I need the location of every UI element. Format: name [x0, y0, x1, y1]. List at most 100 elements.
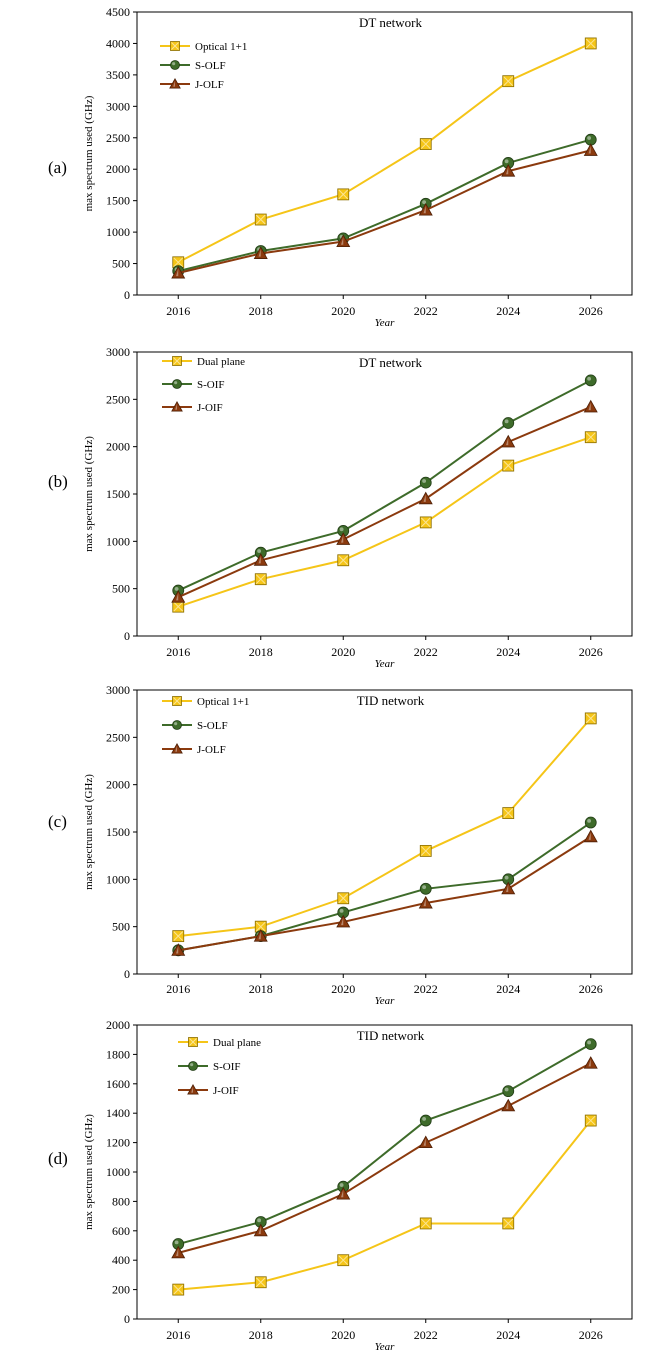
y-axis-label: max spectrum used (GHz)	[83, 436, 95, 552]
y-tick-label: 1600	[106, 1077, 130, 1091]
y-tick-label: 400	[112, 1253, 130, 1267]
marker-highlight	[587, 1040, 592, 1045]
y-tick-label: 600	[112, 1224, 130, 1238]
marker-highlight	[503, 460, 514, 471]
legend-entry: J-OIF	[178, 1084, 239, 1097]
marker-highlight	[338, 189, 349, 200]
chart-panel-a: (a) 0 500 1000 1500 2000 2500 3000 3500 4000 4500…	[0, 0, 663, 338]
y-axis-label: max spectrum used (GHz)	[83, 774, 95, 890]
series-line	[177, 1062, 592, 1254]
x-tick-label: 2024	[496, 645, 520, 659]
data-point	[419, 882, 432, 895]
y-tick-label: 4000	[106, 36, 130, 50]
marker-highlight	[423, 205, 426, 214]
series-line	[177, 1043, 592, 1245]
marker-highlight	[174, 586, 179, 591]
legend-label: Optical 1+1	[197, 696, 249, 708]
series-dual-plane	[172, 1114, 597, 1296]
marker-highlight	[585, 1115, 596, 1126]
legend-entry: S-OIF	[178, 1061, 241, 1073]
x-tick-label: 2026	[579, 1328, 603, 1342]
series-s-oif	[172, 1038, 597, 1250]
chart-title: DT network	[359, 15, 422, 30]
marker-highlight	[503, 808, 514, 818]
x-tick-label: 2018	[249, 304, 273, 318]
marker-highlight	[585, 38, 596, 49]
x-tick-label: 2022	[414, 982, 438, 996]
legend-label: S-OLF	[195, 60, 226, 72]
marker-highlight	[503, 1218, 514, 1229]
legend-entry: J-OLF	[162, 743, 226, 756]
y-tick-label: 200	[112, 1283, 130, 1297]
series-optical-1-1	[172, 37, 597, 269]
marker-highlight	[504, 875, 509, 880]
x-tick-label: 2016	[166, 645, 190, 659]
y-tick-label: 1500	[106, 825, 130, 839]
marker-highlight	[173, 601, 184, 612]
legend-entry: J-OLF	[160, 78, 224, 91]
marker-highlight	[504, 419, 509, 424]
x-tick-label: 2020	[331, 304, 355, 318]
panel-label: (a)	[48, 158, 67, 177]
legend-label: S-OIF	[213, 1061, 241, 1073]
marker-highlight	[587, 818, 592, 823]
legend-entry: S-OIF	[162, 379, 225, 391]
legend-label: S-OLF	[197, 720, 228, 732]
series-s-olf	[172, 816, 597, 957]
y-tick-label: 2000	[106, 440, 130, 454]
y-tick-label: 2000	[106, 778, 130, 792]
marker-highlight	[504, 159, 509, 164]
series-j-oif	[171, 399, 598, 603]
marker-highlight	[588, 146, 591, 154]
y-axis-label: max spectrum used (GHz)	[83, 1114, 95, 1230]
y-tick-label: 800	[112, 1194, 130, 1208]
data-point	[584, 1038, 597, 1051]
legend-entry: Optical 1+1	[162, 696, 249, 708]
series-s-oif	[172, 374, 597, 597]
x-tick-label: 2020	[331, 645, 355, 659]
data-point	[502, 1085, 515, 1098]
panel-label: (b)	[48, 472, 68, 491]
marker-highlight	[174, 1240, 179, 1245]
x-tick-label: 2022	[414, 645, 438, 659]
x-tick-label: 2018	[249, 645, 273, 659]
marker-highlight	[173, 257, 184, 268]
marker-highlight	[422, 200, 427, 205]
y-tick-label: 1000	[106, 872, 130, 886]
marker-highlight	[587, 136, 592, 140]
x-tick-label: 2022	[414, 304, 438, 318]
plot-frame	[136, 1024, 633, 1320]
y-tick-label: 2500	[106, 131, 130, 145]
marker-highlight	[173, 697, 181, 705]
data-point	[419, 1114, 432, 1127]
x-axis-label: Year	[375, 995, 395, 1007]
series-j-olf	[171, 143, 598, 279]
marker-highlight	[258, 555, 261, 564]
x-tick-label: 2026	[579, 982, 603, 996]
x-tick-label: 2016	[166, 304, 190, 318]
marker-highlight	[172, 62, 176, 66]
y-tick-label: 500	[112, 257, 130, 271]
marker-highlight	[420, 517, 431, 528]
marker-highlight	[173, 1284, 184, 1295]
series-line	[177, 42, 592, 264]
y-tick-label: 1500	[106, 194, 130, 208]
marker-highlight	[506, 437, 509, 446]
y-tick-label: 1400	[106, 1106, 130, 1120]
x-axis-label: Year	[375, 658, 395, 670]
marker-highlight	[420, 846, 431, 856]
y-tick-label: 1500	[106, 487, 130, 501]
y-tick-label: 1200	[106, 1136, 130, 1150]
legend-label: J-OLF	[197, 744, 226, 756]
y-tick-label: 0	[124, 967, 130, 981]
marker-highlight	[175, 745, 177, 752]
marker-highlight	[588, 1058, 591, 1067]
series-line	[178, 835, 592, 952]
chart-panel-c: (c) 0 500 1000 1500 2000 2500 3000 2016 2018 2020…	[0, 676, 663, 1014]
legend-label: Optical 1+1	[195, 41, 247, 53]
marker-highlight	[587, 376, 592, 381]
marker-highlight	[255, 574, 266, 585]
x-tick-label: 2026	[579, 645, 603, 659]
series-line	[178, 138, 592, 273]
line-chart: 0 500 1000 1500 2000 2500 3000 2016 2018 2020 2022…	[83, 683, 633, 1007]
